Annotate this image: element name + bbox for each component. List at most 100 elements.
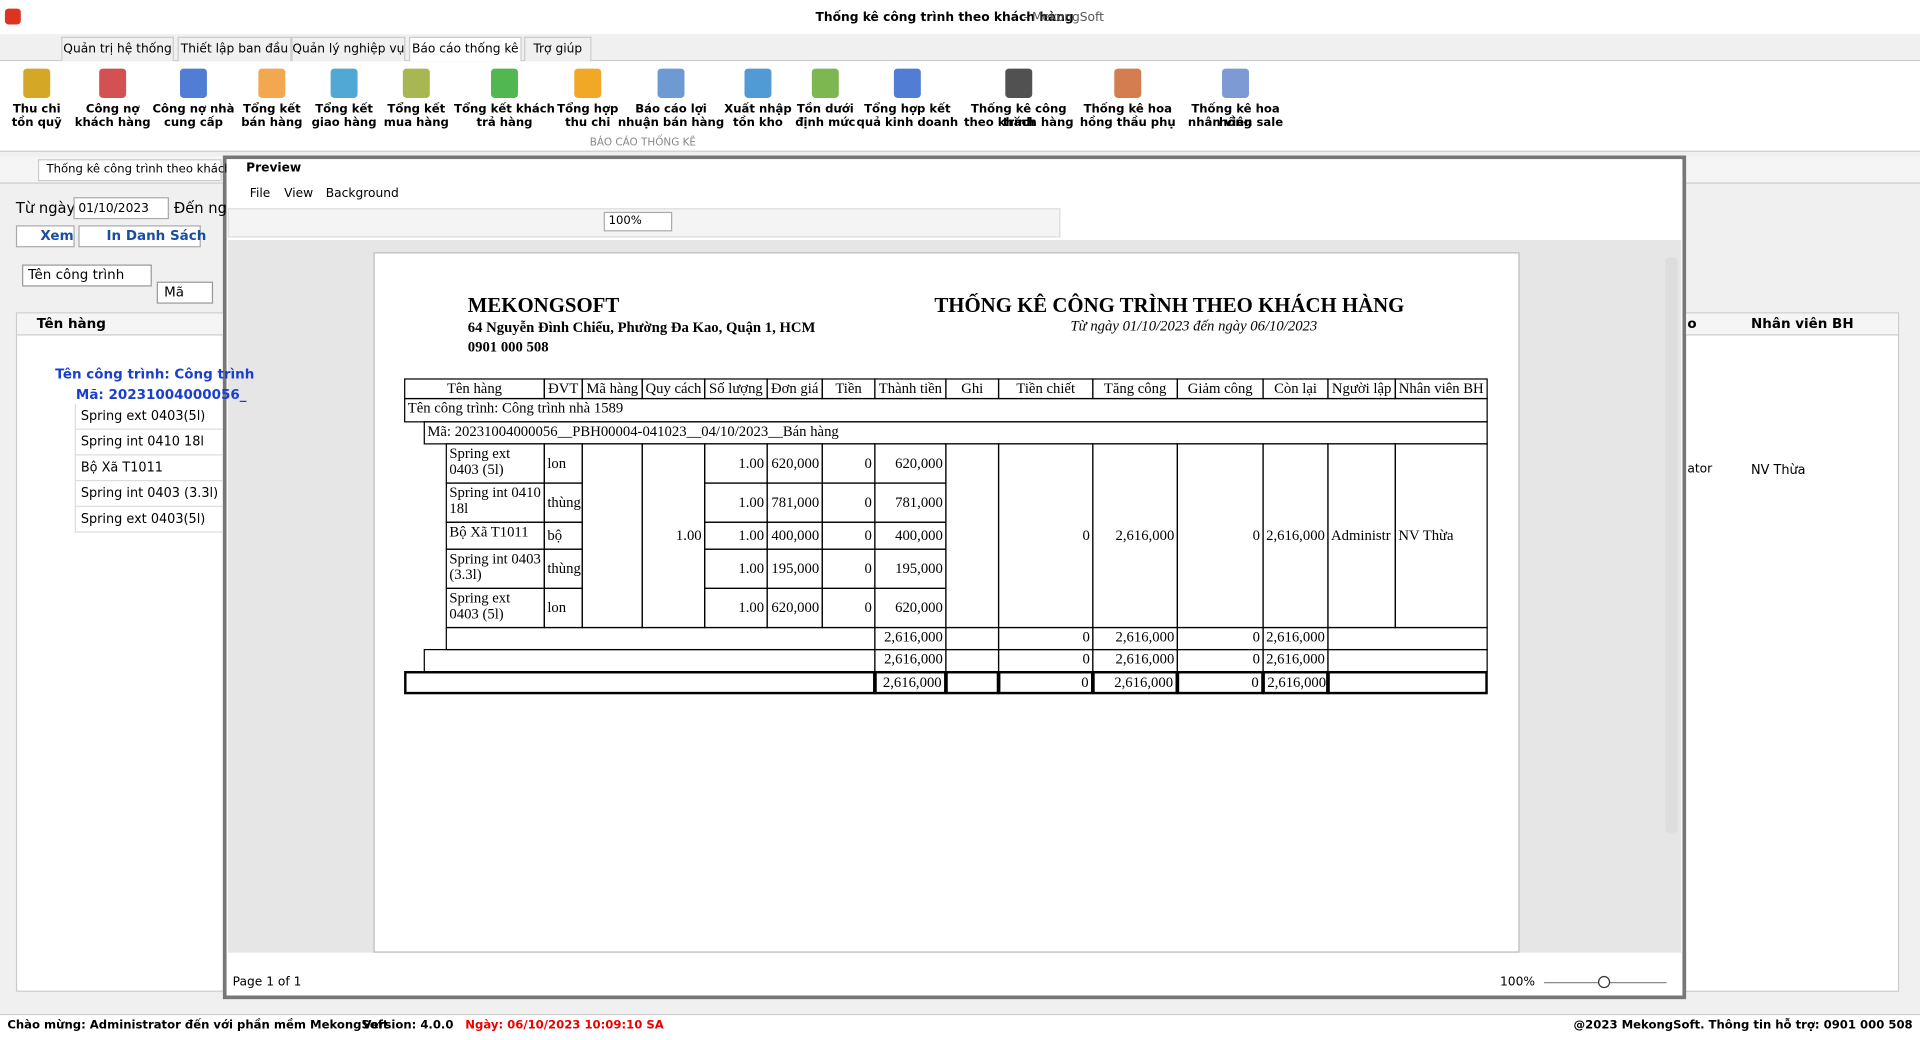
- ribbon-tab-label[interactable]: Quản lý nghiệp vụ: [292, 42, 405, 57]
- zoom-box[interactable]: [603, 211, 673, 232]
- group-chip[interactable]: [22, 264, 152, 287]
- report-cell: 620,000: [766, 443, 823, 484]
- grid-item[interactable]: Spring ext 0403(5l): [80, 408, 206, 424]
- report-empty-cell: [581, 443, 643, 629]
- ribbon-tab[interactable]: [61, 36, 174, 62]
- ribbon-icon[interactable]: [1114, 68, 1142, 98]
- view-button-label[interactable]: Xem: [40, 227, 74, 244]
- report-empty-cell: [945, 443, 1000, 629]
- grid-row[interactable]: [74, 404, 223, 430]
- ribbon-tab-label[interactable]: Trợ giúp: [533, 42, 583, 57]
- ribbon-tab[interactable]: [291, 36, 406, 62]
- status-support: @2023 MekongSoft. Thông tin hỗ trợ: 0901…: [1573, 1018, 1913, 1033]
- zoom-thumb[interactable]: [1597, 975, 1611, 989]
- ribbon-button-label[interactable]: Thống kê hoa: [1083, 102, 1172, 117]
- title-bar: [0, 0, 1920, 35]
- preview-menu[interactable]: File: [249, 187, 271, 201]
- ribbon-icon[interactable]: [657, 68, 685, 98]
- ribbon-icon[interactable]: [1222, 68, 1249, 98]
- group-chip[interactable]: [156, 281, 214, 304]
- grid-row[interactable]: [74, 481, 223, 507]
- group-chip-label[interactable]: Mã: [164, 284, 184, 301]
- ribbon-button-label[interactable]: Tổng hợp: [557, 102, 619, 117]
- grid-item[interactable]: Bộ Xã T1011: [80, 460, 163, 476]
- grid-item[interactable]: Spring ext 0403(5l): [80, 511, 206, 527]
- ribbon-icon[interactable]: [1005, 68, 1033, 98]
- ribbon-icon[interactable]: [23, 68, 51, 98]
- ribbon-button-label[interactable]: Công nợ: [85, 102, 140, 117]
- ribbon-button-label[interactable]: Thống kê công trình: [970, 102, 1067, 130]
- ribbon-button-label[interactable]: Tổng kết: [387, 102, 446, 117]
- ribbon-button-label[interactable]: tồn kho: [733, 116, 783, 130]
- preview-menu[interactable]: View: [284, 187, 314, 201]
- report-cell: Bộ Xã T1011: [445, 521, 545, 550]
- preview-menu[interactable]: Background: [325, 187, 399, 201]
- ribbon-icon[interactable]: [811, 68, 839, 98]
- ribbon-button-label[interactable]: hồng thầu phụ: [1079, 116, 1176, 130]
- ribbon-tab[interactable]: [524, 36, 592, 62]
- ribbon-button-label[interactable]: nhân viên sale: [1187, 116, 1284, 130]
- ribbon-button-label[interactable]: bán hàng: [241, 116, 303, 130]
- ribbon-icon[interactable]: [744, 68, 772, 98]
- ribbon-tab[interactable]: [408, 36, 522, 62]
- ribbon-button-label[interactable]: theo khách hàng: [963, 116, 1074, 130]
- ribbon-button-label[interactable]: Tổng kết khách: [454, 102, 555, 117]
- report-cell: Spring int 0410 18l: [445, 482, 545, 523]
- ribbon-button-label[interactable]: Tồn dưới: [796, 102, 854, 117]
- ribbon-button-label[interactable]: Xuất nhập: [724, 102, 792, 117]
- ribbon-button-label[interactable]: Thống kê hoa hồng: [1191, 102, 1280, 130]
- ribbon-button-label[interactable]: Báo cáo lợi: [635, 102, 707, 117]
- ribbon-button-label[interactable]: quả kinh doanh: [856, 116, 959, 130]
- ribbon-icon[interactable]: [330, 68, 358, 98]
- ribbon-button-label[interactable]: định mức: [795, 116, 856, 130]
- grid-row[interactable]: [74, 455, 223, 482]
- ribbon-icon[interactable]: [258, 68, 286, 98]
- ribbon-tab[interactable]: [177, 36, 292, 62]
- ribbon-button-label[interactable]: cung cấp: [164, 116, 223, 130]
- ribbon-icon[interactable]: [180, 68, 207, 98]
- ribbon-button-label[interactable]: tồn quỹ: [11, 116, 62, 130]
- ribbon-tab-label[interactable]: Báo cáo thống kê: [412, 42, 519, 57]
- print-button-label[interactable]: In Danh Sách: [106, 227, 207, 244]
- print-button[interactable]: [78, 225, 201, 248]
- ribbon-icon[interactable]: [491, 68, 518, 98]
- report-cell: Spring int 0403 (3.3l): [445, 548, 545, 589]
- report-cell: 2,616,000: [874, 626, 947, 651]
- date-input[interactable]: [73, 197, 169, 220]
- ribbon-button-label[interactable]: nhuận bán hàng: [617, 116, 725, 130]
- ribbon-button-label[interactable]: trả hàng: [476, 116, 533, 130]
- ribbon-button-label[interactable]: thu chi: [565, 116, 611, 130]
- ribbon-icon[interactable]: [574, 68, 602, 98]
- ribbon-icon[interactable]: [402, 68, 430, 98]
- ribbon-icon[interactable]: [893, 68, 921, 98]
- ribbon-button-label[interactable]: Thu chi: [12, 102, 61, 117]
- grid-row[interactable]: [74, 429, 223, 456]
- grid-item[interactable]: Spring int 0403 (3.3l): [80, 486, 219, 501]
- ribbon-button-label[interactable]: khách hàng: [74, 116, 151, 130]
- ribbon-tab-label[interactable]: Thiết lập ban đầu: [180, 42, 289, 57]
- view-button[interactable]: [15, 225, 75, 248]
- report-cell: 2,616,000: [1262, 443, 1329, 629]
- report-empty-cell: [945, 626, 1000, 651]
- report-empty-cell: [1327, 671, 1488, 695]
- ribbon-tab-label[interactable]: Quản trị hệ thống: [63, 42, 172, 57]
- ribbon-button-label[interactable]: Công nợ nhà: [152, 102, 235, 117]
- grid-item[interactable]: Spring int 0410 18l: [80, 434, 204, 450]
- report-cell: Spring ext 0403 (5l): [445, 587, 545, 629]
- doc-tab-label[interactable]: Thống kê công trình theo khách hàng: [46, 162, 265, 177]
- report-cell: 2,616,000: [1092, 443, 1178, 629]
- ribbon-button-label[interactable]: giao hàng: [311, 116, 377, 130]
- scrollbar: [1665, 257, 1678, 833]
- report-cell: Administr: [1327, 443, 1396, 629]
- grid-row[interactable]: [74, 506, 223, 533]
- ribbon-button-label[interactable]: Tổng kết: [242, 102, 301, 117]
- ribbon-button-label[interactable]: mua hàng: [383, 116, 449, 130]
- report-cell: Số lượng: [704, 378, 768, 400]
- doc-tab[interactable]: [37, 159, 222, 182]
- ribbon-button-label[interactable]: Tổng kết: [315, 102, 373, 117]
- group-chip-label[interactable]: Tên công trình: [28, 266, 125, 283]
- ribbon-icon[interactable]: [99, 68, 127, 98]
- zoom-value[interactable]: 100%: [608, 214, 642, 228]
- ribbon-button-label[interactable]: Tổng hợp kết: [864, 102, 951, 117]
- report-cell: 781,000: [766, 482, 823, 523]
